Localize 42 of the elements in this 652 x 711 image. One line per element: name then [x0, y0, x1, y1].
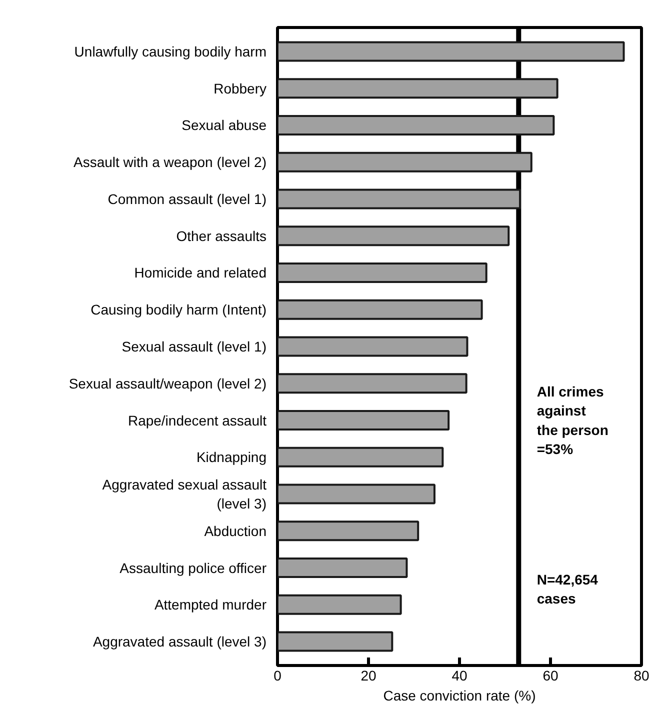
x-axis-title: Case conviction rate (%) [383, 688, 536, 704]
y-tick-label: Homicide and related [134, 264, 266, 281]
y-tick-label: Abduction [204, 522, 267, 539]
y-tick-label: Assaulting police officer [120, 560, 267, 576]
bar [278, 410, 450, 430]
y-tick-label: Unlawfully causing bodily harm [74, 43, 267, 60]
bar [278, 226, 510, 246]
x-tick-label: 60 [542, 668, 558, 684]
y-tick-label: Other assaults [176, 228, 267, 244]
bar [278, 336, 468, 357]
y-tick-label: Sexual assault (level 1) [122, 338, 267, 354]
bar [278, 484, 436, 504]
bar [278, 446, 444, 468]
bar [278, 41, 625, 62]
y-tick-label: Kidnapping [196, 449, 266, 466]
bar [278, 373, 468, 394]
bar [278, 152, 532, 172]
bar [278, 262, 488, 283]
bar [278, 78, 558, 99]
bar [278, 115, 555, 136]
bar [278, 594, 402, 615]
y-tick-label: Rape/indecent assault [128, 412, 267, 428]
x-tick-label: 0 [274, 668, 282, 684]
y-tick-label: Robbery [214, 80, 267, 96]
y-tick-label: Sexual assault/weapon (level 2) [68, 375, 267, 392]
y-tick-label: Sexual abuse [182, 117, 267, 134]
y-tick-label: Aggravated assault (level 3) [92, 634, 267, 650]
bar [278, 188, 522, 210]
y-tick-label: Common assault (level 1) [108, 190, 267, 207]
bar [278, 558, 408, 578]
x-tick-label: 20 [360, 668, 376, 684]
y-tick-label: Attempted murder [154, 596, 267, 613]
x-tick-label: 80 [634, 668, 650, 684]
bar [278, 299, 483, 320]
y-tick-label: Causing bodily harm (Intent) [90, 302, 267, 318]
annotation: N=42,654 cases [536, 571, 598, 607]
y-tick-label: Assault with a weapon (level 2) [74, 154, 267, 170]
bar [278, 631, 394, 652]
annotation: All crimes against the person =53% [536, 383, 608, 457]
y-tick-label: Aggravated sexual assault (level 3) [102, 476, 267, 512]
bar [278, 520, 420, 542]
x-tick-label: 40 [452, 668, 468, 684]
